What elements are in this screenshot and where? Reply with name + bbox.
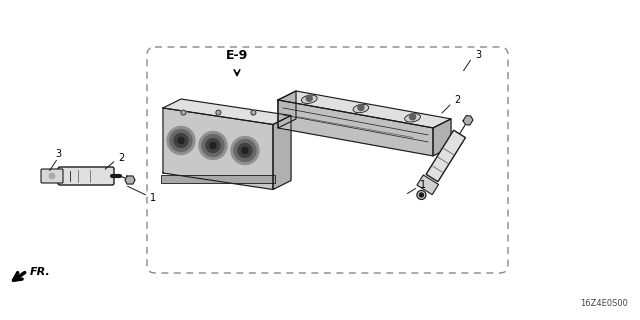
Polygon shape <box>278 100 433 156</box>
Text: 1: 1 <box>150 193 156 203</box>
Text: 1: 1 <box>420 180 426 190</box>
Polygon shape <box>278 91 296 128</box>
Text: FR.: FR. <box>30 267 51 277</box>
Circle shape <box>49 173 55 179</box>
Circle shape <box>410 114 415 120</box>
Circle shape <box>358 105 364 110</box>
Polygon shape <box>463 116 473 125</box>
Circle shape <box>202 134 224 156</box>
Polygon shape <box>273 116 291 189</box>
Ellipse shape <box>301 95 317 103</box>
Circle shape <box>178 138 184 143</box>
Text: 3: 3 <box>475 50 481 60</box>
Circle shape <box>174 133 188 148</box>
Circle shape <box>231 137 259 164</box>
Text: E-9: E-9 <box>226 49 248 62</box>
FancyBboxPatch shape <box>58 167 114 185</box>
Circle shape <box>199 132 227 159</box>
Circle shape <box>206 139 220 153</box>
Circle shape <box>181 110 186 115</box>
Circle shape <box>216 110 221 115</box>
Text: 2: 2 <box>454 95 460 105</box>
Circle shape <box>238 143 252 157</box>
Ellipse shape <box>353 104 369 113</box>
FancyBboxPatch shape <box>161 175 275 183</box>
Text: 16Z4E0S00: 16Z4E0S00 <box>580 299 628 308</box>
Circle shape <box>306 95 312 101</box>
Circle shape <box>234 140 256 162</box>
Text: 2: 2 <box>118 153 124 163</box>
Circle shape <box>170 130 192 151</box>
Polygon shape <box>426 130 465 182</box>
Polygon shape <box>125 176 135 184</box>
Circle shape <box>210 142 216 148</box>
Ellipse shape <box>404 114 420 122</box>
Circle shape <box>417 190 426 199</box>
Circle shape <box>167 126 195 155</box>
Polygon shape <box>278 91 451 128</box>
Polygon shape <box>163 99 291 124</box>
Circle shape <box>251 110 256 115</box>
Circle shape <box>419 193 424 197</box>
Polygon shape <box>417 175 438 195</box>
Text: 3: 3 <box>55 149 61 159</box>
FancyBboxPatch shape <box>41 169 63 183</box>
Circle shape <box>242 148 248 154</box>
Polygon shape <box>433 119 451 156</box>
Polygon shape <box>163 108 273 189</box>
